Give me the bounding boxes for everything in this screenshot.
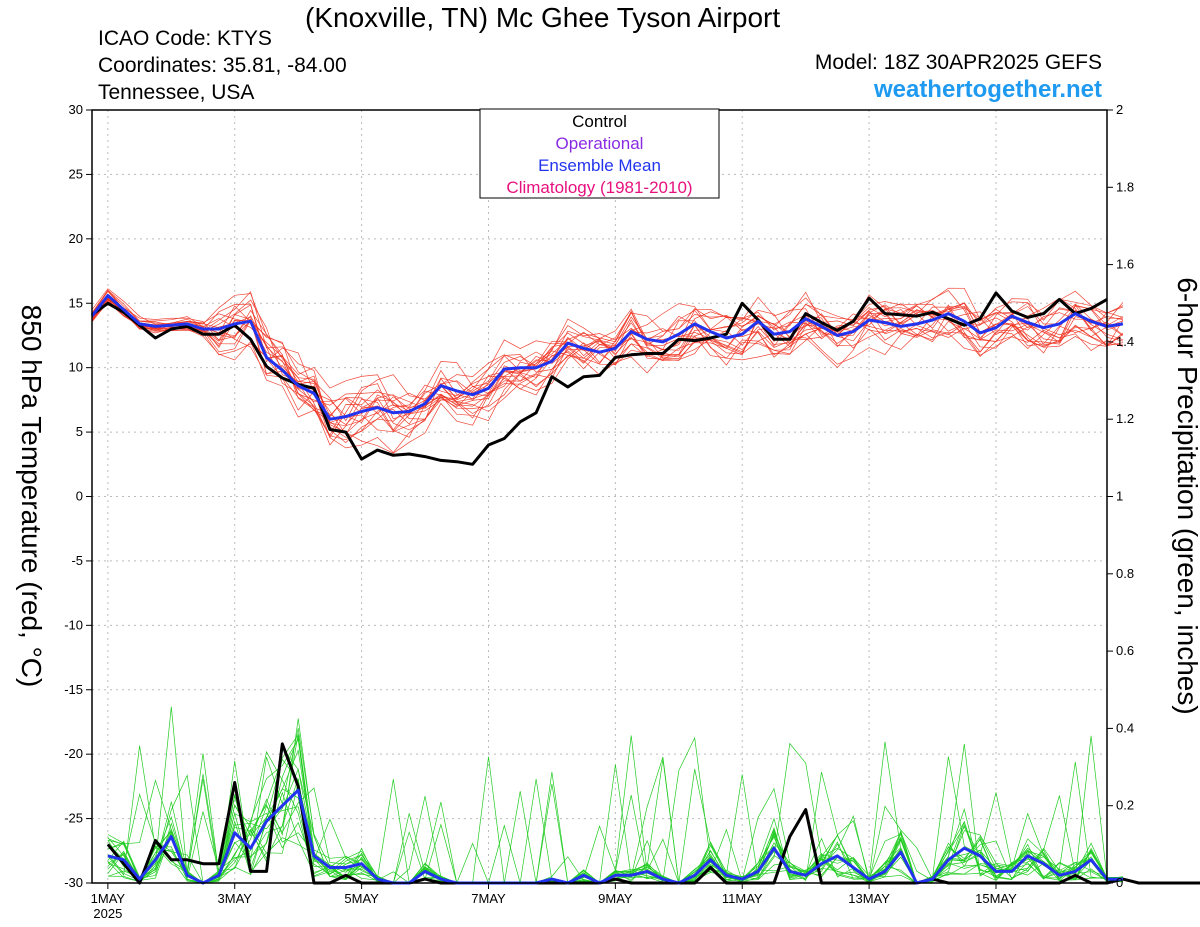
precipitation-member-line (107, 728, 1123, 884)
left-tick-label: 25 (69, 166, 83, 181)
right-tick-label: 1.8 (1116, 179, 1134, 194)
precipitation-member-line (107, 736, 1123, 884)
temperature-member-line (91, 298, 1124, 433)
ensemble-mean-precipitation-line (107, 788, 1123, 885)
right-tick-label: 0.4 (1116, 720, 1134, 735)
left-tick-label: -30 (64, 875, 83, 890)
x-tick-label: 11MAY (722, 891, 763, 906)
left-tick-label: 0 (76, 489, 83, 504)
legend-entry: Operational (556, 134, 644, 153)
right-tick-label: 0.8 (1116, 566, 1134, 581)
ensemble-mean-temperature-line (90, 294, 1124, 421)
temperature-member-line (91, 291, 1124, 439)
control-temperature-line (91, 291, 1108, 466)
grid-lines (92, 109, 1107, 884)
x-tick-label: 13MAY (848, 891, 890, 906)
right-tick-label: 1.4 (1116, 334, 1134, 349)
left-tick-label: 5 (76, 424, 83, 439)
region: Tennessee, USA (98, 81, 255, 104)
x-tick-label: 9MAY (598, 891, 633, 906)
left-axis-label: 850 hPa Temperature (red, °C) (16, 305, 47, 688)
left-tick-label: 10 (69, 360, 83, 375)
x-tick-label: 15MAY (975, 891, 1017, 906)
left-tick-label: -15 (64, 682, 83, 697)
right-tick-label: 1.6 (1116, 257, 1134, 272)
right-tick-label: 0 (1116, 875, 1123, 890)
legend-entry: Control (572, 112, 627, 131)
legend-entry: Climatology (1981-2010) (506, 178, 692, 197)
temperature-member-line (91, 300, 1124, 432)
axes: 302520151050-5-10-15-20-25-3021.81.61.41… (16, 102, 1200, 921)
temperature-member-line (91, 287, 1124, 417)
series-lines (90, 291, 1200, 885)
legend-box (479, 108, 720, 199)
chart-title: (Knoxville, TN) Mc Ghee Tyson Airport (305, 2, 781, 33)
right-tick-label: 2 (1116, 102, 1123, 117)
x-tick-label: 3MAY (218, 891, 253, 906)
plot-frame (91, 109, 1108, 884)
right-tick-label: 0.6 (1116, 643, 1134, 658)
right-axis-label: 6-hour Precipitation (green, inches) (1172, 277, 1200, 714)
temperature-member-line (91, 297, 1124, 444)
x-tick-label: 1MAY (91, 891, 126, 906)
left-tick-label: -5 (71, 553, 83, 568)
legend-entry: Ensemble Mean (538, 156, 661, 175)
temperature-member-line (91, 289, 1123, 436)
right-tick-label: 0.2 (1116, 798, 1134, 813)
coordinates: Coordinates: 35.81, -84.00 (98, 54, 347, 77)
icao-code: ICAO Code: KTYS (98, 27, 272, 50)
left-tick-label: 15 (69, 295, 83, 310)
x-year-label: 2025 (93, 906, 122, 921)
left-tick-label: -25 (64, 811, 83, 826)
precipitation-member-line (107, 733, 1123, 884)
legend: Control Operational Ensemble Mean Climatolo… (479, 108, 720, 199)
x-tick-label: 5MAY (344, 891, 379, 906)
temperature-members (91, 287, 1124, 454)
temperature-member-line (91, 300, 1124, 425)
left-tick-label: -10 (64, 617, 83, 632)
left-tick-label: 20 (69, 231, 83, 246)
site-name[interactable]: weathertogether.net (873, 76, 1102, 103)
x-tick-label: 7MAY (471, 891, 506, 906)
left-tick-label: -20 (64, 746, 83, 761)
precipitation-member-line (107, 760, 1123, 884)
right-tick-label: 1 (1116, 489, 1123, 504)
left-tick-label: 30 (69, 102, 83, 117)
right-tick-label: 1.2 (1116, 411, 1134, 426)
model-run: Model: 18Z 30APR2025 GEFS (814, 51, 1102, 74)
